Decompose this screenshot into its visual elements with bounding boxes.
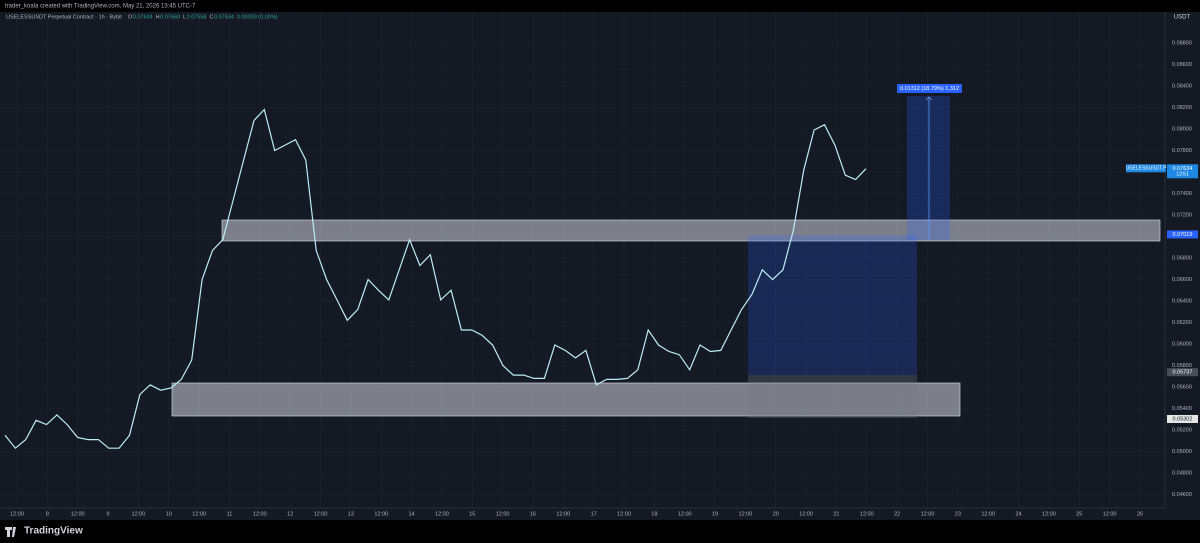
x-tick-label: 25 [1076,511,1082,517]
y-tick-label: 0.05200 [1172,427,1192,433]
price-label-box [1167,164,1198,179]
x-tick-label: 12 [287,511,293,517]
position-stop [748,375,917,418]
ohlc-legend: O 0.07634 H 0.07660 L 0.07558 C 0.07634 0.00000 … [128,14,278,20]
x-tick-label: 12:00 [860,511,874,517]
x-tick-label: 12:00 [253,511,267,517]
x-tick-label: 15 [469,511,475,517]
y-tick-label: 0.08000 [1172,126,1192,132]
y-tick-label: 0.08600 [1172,62,1192,68]
x-tick-label: 20 [773,511,779,517]
y-tick-label: 0.04600 [1172,492,1192,498]
countdown: 13:51 [1176,172,1189,178]
position-target [748,235,917,375]
y-tick-label: 0.06000 [1172,341,1192,347]
price-label: 0.05302 [1173,416,1193,422]
price-label: 0.07634 [1173,166,1193,172]
measure-box [907,96,950,240]
y-tick-label: 0.04800 [1172,470,1192,476]
y-tick-label: 0.05000 [1172,449,1192,455]
price-label: 0.07019 [1173,232,1193,238]
x-tick-label: 24 [1015,511,1021,517]
x-tick-label: 11 [227,511,233,517]
chart-area [0,12,1200,520]
x-tick-label: 12:00 [678,511,692,517]
x-tick-label: 12:00 [435,511,449,517]
ohlc-item: C [210,14,214,20]
price-label: 0.05737 [1173,370,1193,376]
x-tick-label: 12:00 [374,511,388,517]
price-label-box [1167,230,1198,239]
y-tick-label: 0.08200 [1172,105,1192,111]
measure-label: 0.01312 (18.79%) 1,312 [900,86,959,92]
price-label-box [1167,368,1198,377]
x-tick-label: 8 [46,511,49,517]
y-tick-label: 0.07800 [1172,148,1192,154]
y-tick-label: 0.05600 [1172,384,1192,390]
currency: USDT [1174,15,1191,21]
x-tick-label: 12:00 [496,511,510,517]
y-tick-label: 0.06600 [1172,277,1192,283]
y-tick-label: 0.06800 [1172,255,1192,261]
x-tick-label: 23 [955,511,961,517]
ohlc-item: 0.07660 [160,14,180,20]
x-tick-label: 12:00 [799,511,813,517]
x-tick-label: 26 [1137,511,1143,517]
x-tick-label: 21 [833,511,839,517]
x-tick-label: 12:00 [617,511,631,517]
x-tick-label: 12:00 [132,511,146,517]
x-tick-label: 16 [530,511,536,517]
ohlc-item: 0.07634 [133,14,153,20]
x-tick-label: 13 [348,511,354,517]
x-tick-label: 12:00 [71,511,85,517]
y-tick-label: 0.06200 [1172,320,1192,326]
x-tick-label: 12:00 [739,511,753,517]
x-tick-label: 14 [408,511,414,517]
plot: 0.01312 (18.79%) 1,312 [0,12,1165,508]
ohlc-item: H [156,14,160,20]
price-line [4,108,867,450]
x-tick-label: 12:00 [314,511,328,517]
x-tick-label: 12:00 [1103,511,1117,517]
symbol-label: USELESSUSDT.P [1126,166,1168,172]
x-tick-label: 12:00 [192,511,206,517]
x-tick-label: 19 [712,511,718,517]
y-tick-label: 0.08400 [1172,83,1192,89]
x-tick-label: 18 [651,511,657,517]
measure-label-box [897,84,962,93]
symbol-info: USELESSUSDT Perpetual Contract · 1h · By… [6,14,122,20]
x-tick-label: 12:00 [1042,511,1056,517]
support-zone [171,382,961,417]
y-tick-label: 0.07200 [1172,212,1192,218]
ohlc-item: 0.07558 [187,14,207,20]
x-tick-label: 12:00 [921,511,935,517]
x-tick-label: 17 [591,511,597,517]
x-tick-label: 12:00 [556,511,570,517]
ohlc-item: 0.07634 [214,14,234,20]
x-tick-label: 9 [107,511,110,517]
resistance-zone [221,219,1161,242]
ohlc-item: 0.00000 (0.00%) [237,14,278,20]
symbol-label-box [1126,164,1166,173]
price-label-box [1167,414,1198,423]
y-tick-label: 0.05400 [1172,406,1192,412]
x-tick-label: 10 [166,511,172,517]
y-tick-label: 0.05800 [1172,363,1192,369]
measure-arrowhead [925,96,933,101]
grid [0,12,1165,508]
ohlc-item: O [128,14,133,20]
x-tick-label: 12:00 [981,511,995,517]
brand: TradingView [24,526,83,537]
brand-logo [5,527,16,537]
y-tick-label: 0.06400 [1172,298,1192,304]
ohlc-item: L [183,14,186,20]
y-tick-label: 0.07400 [1172,191,1192,197]
x-tick-label: 22 [894,511,900,517]
x-tick-label: 12:00 [10,511,24,517]
y-tick-label: 0.08800 [1172,40,1192,46]
attribution: trader_koala created with TradingView.co… [5,4,196,10]
